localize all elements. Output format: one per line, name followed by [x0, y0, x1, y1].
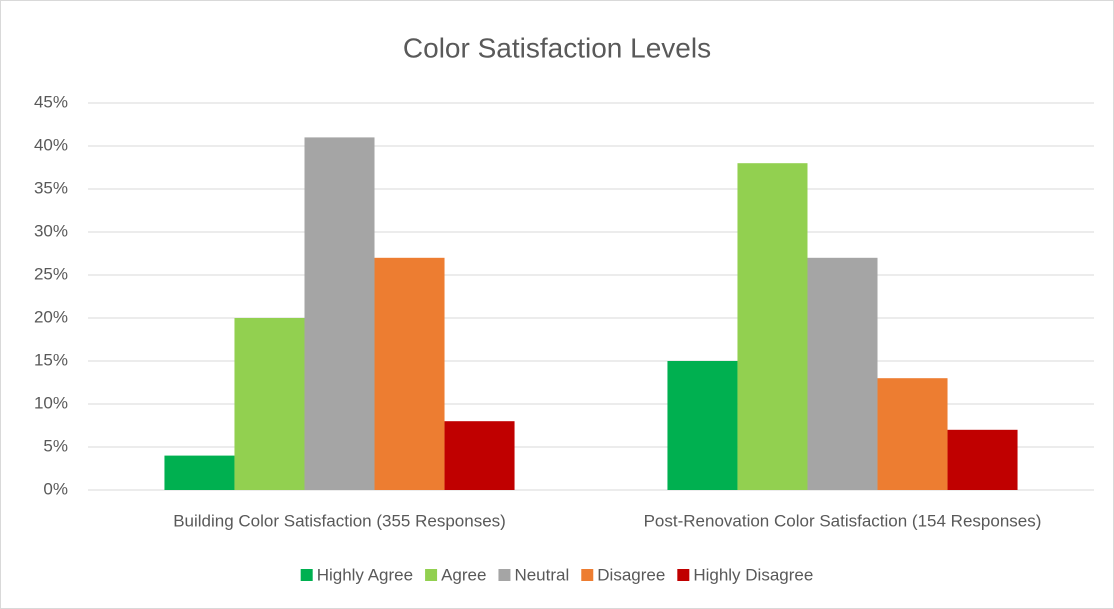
y-tick-label: 30% [34, 221, 68, 240]
legend-label: Agree [441, 565, 486, 584]
chart-title: Color Satisfaction Levels [403, 32, 711, 63]
x-tick-label: Post-Renovation Color Satisfaction (154 … [644, 511, 1042, 530]
bar [304, 137, 375, 490]
legend-swatch [581, 569, 594, 581]
y-tick-label: 20% [34, 307, 68, 326]
legend-swatch [677, 569, 690, 581]
y-tick-label: 40% [34, 135, 68, 154]
bar [947, 429, 1018, 490]
y-tick-label: 45% [34, 92, 68, 111]
legend-swatch [425, 569, 438, 581]
y-tick-label: 25% [34, 264, 68, 283]
legend-label: Neutral [514, 565, 569, 584]
bar [667, 361, 738, 490]
bar [374, 257, 445, 490]
x-tick-label: Building Color Satisfaction (355 Respons… [173, 511, 506, 530]
legend-swatch [300, 569, 313, 581]
y-tick-label: 10% [34, 393, 68, 412]
legend-label: Highly Disagree [693, 565, 813, 584]
bar [164, 455, 235, 490]
legend-label: Disagree [597, 565, 665, 584]
bar [444, 421, 515, 490]
y-tick-label: 35% [34, 178, 68, 197]
y-tick-label: 15% [34, 350, 68, 369]
bar [737, 163, 808, 490]
bar [807, 257, 878, 490]
bar [234, 318, 305, 490]
legend-label: Highly Agree [317, 565, 413, 584]
legend-swatch [498, 569, 511, 581]
y-tick-label: 0% [43, 479, 68, 498]
bar [877, 378, 948, 490]
y-tick-label: 5% [43, 436, 68, 455]
